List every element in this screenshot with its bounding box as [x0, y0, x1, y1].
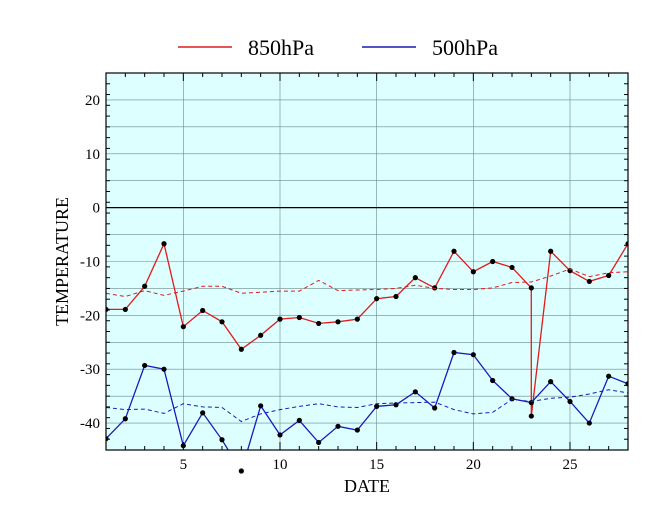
x-tick-label: 5 — [180, 457, 188, 473]
data-point — [335, 423, 341, 429]
data-point — [528, 413, 534, 419]
series-line — [106, 389, 628, 423]
data-point — [161, 241, 167, 247]
data-point — [354, 427, 360, 433]
data-point — [470, 269, 476, 275]
data-point — [412, 389, 418, 395]
data-point — [200, 307, 206, 314]
data-point — [528, 285, 534, 291]
legend-label: 500hPa — [432, 35, 498, 60]
data-point — [606, 373, 612, 379]
data-point — [219, 437, 225, 443]
plot-frame — [105, 72, 629, 451]
x-tick-labels: 5 10 15 20 25 — [180, 457, 578, 473]
data-point — [432, 405, 438, 411]
data-point — [219, 319, 225, 325]
data-point — [374, 296, 380, 302]
x-tick-label: 10 — [273, 457, 288, 473]
data-point — [296, 417, 302, 423]
data-point — [567, 398, 573, 405]
legend: 850hPa 500hPa — [178, 35, 498, 60]
data-point — [509, 264, 515, 271]
data-point — [548, 248, 554, 254]
data-point — [161, 366, 167, 372]
data-point — [258, 332, 264, 338]
y-tick-label: 10 — [85, 147, 100, 163]
legend-label: 850hPa — [248, 35, 314, 60]
x-tick-label: 15 — [369, 457, 384, 473]
y-tick-label: 0 — [93, 201, 101, 217]
data-point — [354, 316, 360, 322]
x-axis-label: DATE — [344, 476, 390, 496]
data-point — [106, 306, 109, 313]
data-point — [412, 275, 418, 281]
ticks — [105, 72, 629, 451]
series-500hpa-climatology — [106, 389, 628, 423]
data-point — [393, 293, 399, 300]
y-tick-label: -40 — [80, 416, 100, 432]
data-point — [316, 439, 322, 446]
x-tick-label: 25 — [563, 457, 578, 473]
y-axis-label: TEMPERATURE — [52, 197, 72, 326]
data-point-out-of-range — [238, 468, 244, 474]
data-point — [296, 314, 302, 321]
series-line — [106, 351, 628, 450]
x-tick-label: 20 — [466, 457, 481, 473]
legend-item: 500hPa — [362, 35, 498, 60]
data-point — [470, 352, 476, 358]
data-point — [106, 436, 109, 442]
data-point — [277, 316, 283, 322]
data-point — [548, 379, 554, 385]
data-point — [606, 272, 612, 279]
series-850hpa — [106, 241, 628, 419]
data-point — [277, 432, 283, 438]
data-point — [490, 258, 496, 265]
outside-points — [238, 468, 244, 474]
data-point — [142, 362, 148, 369]
data-point — [200, 410, 206, 416]
data-point — [490, 377, 496, 384]
data-point — [451, 248, 457, 254]
data-point — [586, 278, 592, 285]
data-point — [238, 346, 244, 352]
y-tick-label: -10 — [80, 255, 100, 271]
data-point — [335, 319, 341, 325]
data-point — [586, 420, 592, 426]
y-tick-label: -30 — [80, 362, 100, 378]
data-point — [451, 349, 457, 356]
y-tick-label: -20 — [80, 308, 100, 324]
legend-item: 850hPa — [178, 35, 314, 60]
data-point — [122, 416, 128, 422]
data-point — [122, 306, 128, 313]
data-point — [180, 324, 186, 330]
y-tick-label: 20 — [85, 93, 100, 109]
y-tick-labels: 20 10 0 -10 -20 -30 -40 — [80, 93, 100, 432]
data-point — [258, 403, 264, 409]
data-point — [142, 283, 148, 289]
data-point — [374, 403, 380, 409]
data-point — [316, 320, 322, 327]
